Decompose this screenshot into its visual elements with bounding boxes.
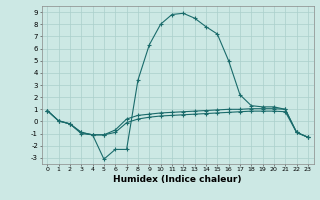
X-axis label: Humidex (Indice chaleur): Humidex (Indice chaleur) [113, 175, 242, 184]
